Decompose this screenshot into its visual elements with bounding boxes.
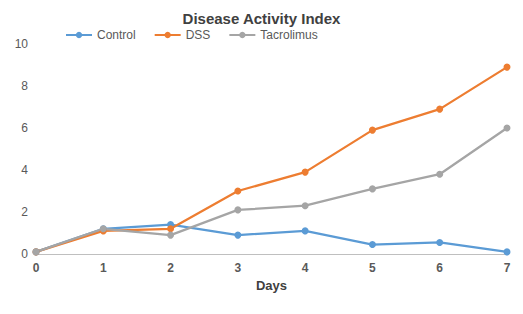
svg-text:Control: Control [97,28,136,42]
svg-text:Days: Days [256,278,287,293]
svg-text:4: 4 [21,163,28,177]
svg-text:0: 0 [21,247,28,261]
svg-text:2: 2 [167,261,174,275]
svg-text:6: 6 [436,261,443,275]
svg-text:1: 1 [100,261,107,275]
svg-text:2: 2 [21,205,28,219]
svg-text:Disease Activity Index: Disease Activity Index [183,10,342,27]
svg-text:0: 0 [33,261,40,275]
svg-text:10: 10 [15,37,29,51]
svg-text:Tacrolimus: Tacrolimus [260,28,317,42]
svg-text:8: 8 [21,79,28,93]
svg-text:4: 4 [302,261,309,275]
svg-text:3: 3 [235,261,242,275]
svg-text:6: 6 [21,121,28,135]
svg-text:5: 5 [369,261,376,275]
svg-text:DSS: DSS [186,28,211,42]
svg-text:7: 7 [504,261,511,275]
